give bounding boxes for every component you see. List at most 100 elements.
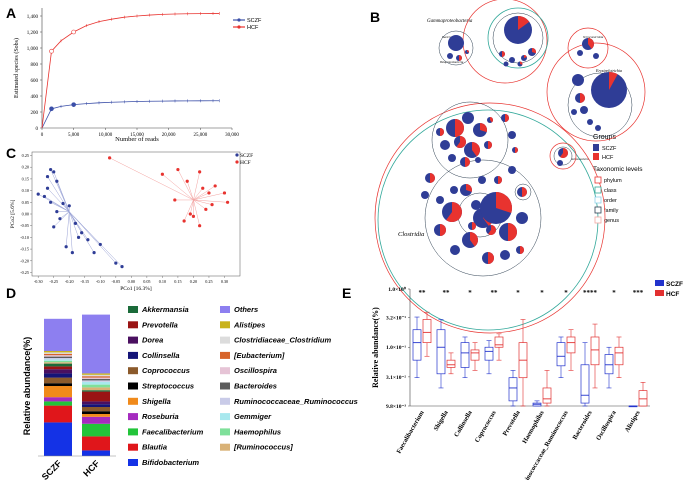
genus-circle [572,74,584,86]
panel-e-box-hcf [494,333,504,361]
genus-circle [494,176,502,184]
panel-e-legend-marker-hcf [655,290,664,296]
panel-a-y-tick-label: 0 [36,127,39,132]
panel-d-bar-segment-sczf [44,318,72,351]
genus-sczf-share [571,109,577,115]
panel-d-bar-segment-hcf [82,404,110,407]
panel-c-point-sczf [70,251,74,255]
genus-circle [482,252,494,264]
panel-d-legend-label: [Ruminococcus] [233,443,293,452]
panel-e-y-tick-label: 9.8×10⁻³ [386,404,406,410]
panel-c-spider-line [193,192,225,201]
panel-d-legend-swatch [128,306,138,313]
panel-a-series-line-sczf [41,100,220,129]
genus-sczf-share [508,166,516,174]
panel-e-box-sczf [508,370,518,407]
genus-circle [425,173,435,183]
panel-d-bar-segment-sczf [44,422,72,456]
panel-d-legend-swatch [220,443,230,451]
family-ring-a [431,101,509,179]
panel-d-legend-label: Prevotella [142,320,178,329]
panel-c-x-tick-label: 0.00 [128,279,135,284]
panel-c-y-tick-label: 0.10 [22,188,29,193]
genus-hcf-share [472,142,480,157]
genus-hcf-share [456,136,467,148]
panel-c-point-hcf [222,191,227,195]
panel-c-point-sczf [86,238,90,242]
panel-c-y-tick-label: 0.00 [22,212,29,217]
genus-circle [509,57,515,63]
class-ring-gamma [487,7,549,69]
panel-d-legend-label: Gemmiger [234,412,272,421]
panel-c-spider-line [162,174,194,201]
panel-d-legend-swatch [128,336,138,344]
family-ring-bacteroidaceae [567,72,633,138]
genus-hcf-share [588,38,595,49]
genus-hcf-share [508,223,517,241]
panel-d-legend-swatch [220,413,230,421]
panel-c-point-sczf [98,242,102,247]
genus-hcf-share [520,246,524,254]
genus-sczf-share [508,131,516,139]
panel-letter-e: E [342,285,351,301]
panel-e-box-rect [446,359,456,368]
panel-letter-b: B [370,9,380,25]
panel-c-point-hcf [198,224,202,228]
genus-hcf-share [470,232,478,247]
panel-e-box-rect [542,387,552,404]
panel-a-x-axis-label: Number of reads [115,136,159,143]
panel-d-legend-label: Faecalibacterium [142,427,204,436]
panel-c-spider-line [56,181,70,212]
panel-d-x-tick-label-hcf: HCF [81,458,102,479]
panel-a-y-axis-label: Estimated species (Sobs) [13,38,20,98]
panel-c-spider-line [47,176,70,212]
genus-circle [516,212,528,224]
panel-letter-c: C [6,145,16,161]
genus-hcf-share [430,173,435,183]
panel-a-x-tick-label: 30,000 [225,133,239,138]
panel-d-legend-swatch [128,459,138,466]
groups-legend-marker-sczf [593,144,599,151]
panel-c-point-sczf [49,200,53,204]
panel-c-spider-line [193,171,200,201]
levels-legend-family: family [604,208,619,214]
panel-e-significance-mark: ** [419,289,427,297]
label-erysipelotrichia: Erysipelotrichia [595,68,622,73]
panel-e-box-rect [556,342,566,367]
panel-c-point-sczf [120,265,124,269]
panel-c-point-sczf [67,204,71,208]
genus-circle [571,109,577,115]
label-verrucomicrobia: Verrucomicrobia [583,35,604,39]
genus-hcf-share [488,141,492,149]
levels-legend-title: Taxonomic levels [593,166,643,173]
genus-circle [557,160,563,166]
label-bacteroidia: Bacteroidia [442,35,457,39]
panel-e-x-tick-label: Alistipes [624,409,642,434]
genus-hcf-share [505,114,509,122]
genus-sczf-share [450,186,458,194]
panel-a-point [49,106,54,112]
genus-hcf-share [490,117,493,123]
panel-a-y-tick-label: 1,400 [27,15,39,20]
panel-e-box-hcf [518,319,528,407]
panel-c-point-hcf [173,198,177,202]
panel-d-bar-segment-hcf [82,376,110,378]
genus-sczf-share [447,53,453,59]
genus-circle [462,112,474,124]
panel-c-point-hcf [210,203,214,207]
groups-legend-title: Groups [593,134,616,141]
panel-a-y-tick-label: 1,000 [27,47,39,52]
genus-hcf-share [560,148,569,158]
panel-c-spider-line [193,192,210,201]
panel-c-spider-line [177,169,194,201]
label-clostridia: Clostridia [398,231,424,238]
panel-d-legend-swatch [220,306,230,313]
panel-d-legend-swatch [128,397,138,405]
genus-sczf-share [478,176,486,184]
genus-hcf-share [522,187,527,197]
panel-d-legend-swatch [220,428,230,436]
panel-a-y-tick-label: 400 [31,95,39,100]
panel-c-x-tick-label: -0.20 [65,279,74,284]
panel-c-legend-marker [235,160,239,164]
genus-hcf-share [524,55,527,58]
